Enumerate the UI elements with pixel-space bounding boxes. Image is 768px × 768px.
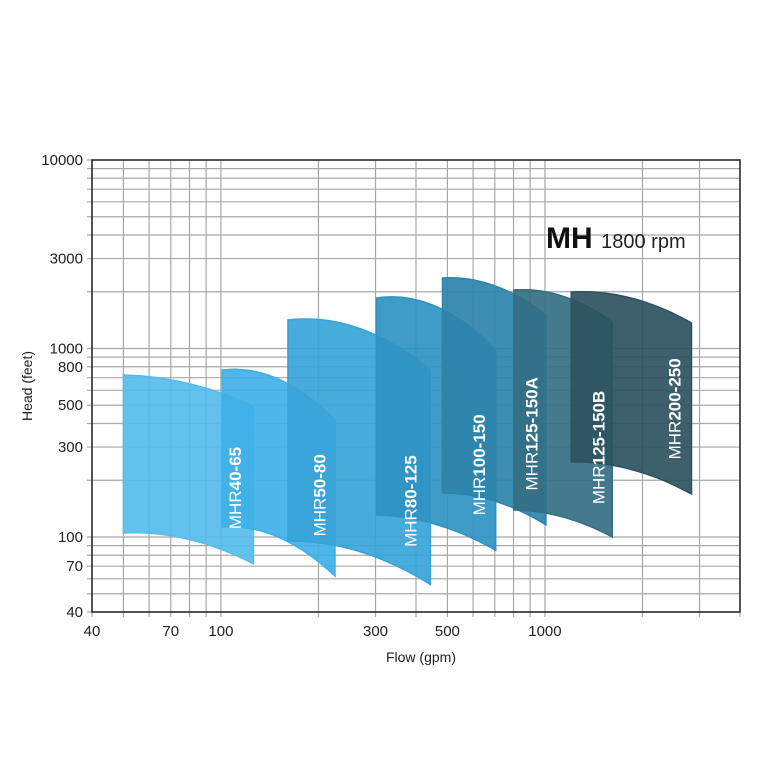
pump-label-model: 100-150 <box>470 414 489 476</box>
y-tick-label: 800 <box>58 359 83 376</box>
x-tick-labels: 40 70 100 300 500 1000 <box>84 623 562 640</box>
y-tick-label: 1000 <box>50 340 83 357</box>
pump-label-prefix: MHR <box>666 421 685 460</box>
pump-label-model: 50-80 <box>310 454 329 497</box>
pump-label-prefix: MHR <box>401 508 420 547</box>
chart-title-bold: MH <box>546 222 593 255</box>
y-tick-label: 3000 <box>50 251 83 268</box>
pump-label-200-250: MHR200-250 <box>666 358 685 459</box>
pump-label-model: 40-65 <box>226 447 245 490</box>
chart-title-rest: 1800 rpm <box>601 231 686 253</box>
pump-region-40-65 <box>122 374 255 566</box>
pump-label-prefix: MHR <box>226 490 245 529</box>
pump-region-200-250 <box>570 290 693 496</box>
x-tick-label: 300 <box>363 623 388 640</box>
pump-regions <box>122 277 693 586</box>
x-tick-label: 40 <box>84 623 101 640</box>
y-tick-labels: 10000 3000 1000 800 500 300 100 70 40 <box>41 152 83 621</box>
pump-label-model: 200-250 <box>666 358 685 420</box>
pump-label-100-150: MHR100-150 <box>470 414 489 515</box>
x-tick-label: 500 <box>435 623 460 640</box>
y-tick-label: 40 <box>66 604 83 621</box>
pump-label-prefix: MHR <box>470 477 489 516</box>
y-tick-label: 10000 <box>41 152 83 169</box>
x-tick-label: 1000 <box>528 623 561 640</box>
y-tick-label: 70 <box>66 558 83 575</box>
pump-label-80-125: MHR80-125 <box>401 455 420 547</box>
pump-label-model: 125-150B <box>590 391 609 466</box>
x-tick-label: 100 <box>208 623 233 640</box>
x-tick-label: 70 <box>162 623 179 640</box>
pump-label-125-150A: MHR125-150A <box>522 377 541 490</box>
pump-label-prefix: MHR <box>522 452 541 491</box>
y-tick-label: 100 <box>58 529 83 546</box>
pump-label-40-65: MHR40-65 <box>226 447 245 529</box>
pump-label-prefix: MHR <box>310 498 329 537</box>
pump-label-prefix: MHR <box>590 465 609 504</box>
plot-frame <box>91 159 741 613</box>
y-axis-label: Head (feet) <box>19 351 35 421</box>
x-axis-label: Flow (gpm) <box>386 649 456 665</box>
chart-title: MH 1800 rpm <box>546 222 686 255</box>
y-tick-label: 300 <box>58 439 83 456</box>
y-tick-label: 500 <box>58 397 83 414</box>
pump-label-model: 125-150A <box>522 377 541 452</box>
pump-label-50-80: MHR50-80 <box>310 454 329 536</box>
pump-label-model: 80-125 <box>401 455 420 508</box>
pump-label-125-150B: MHR125-150B <box>590 391 609 504</box>
